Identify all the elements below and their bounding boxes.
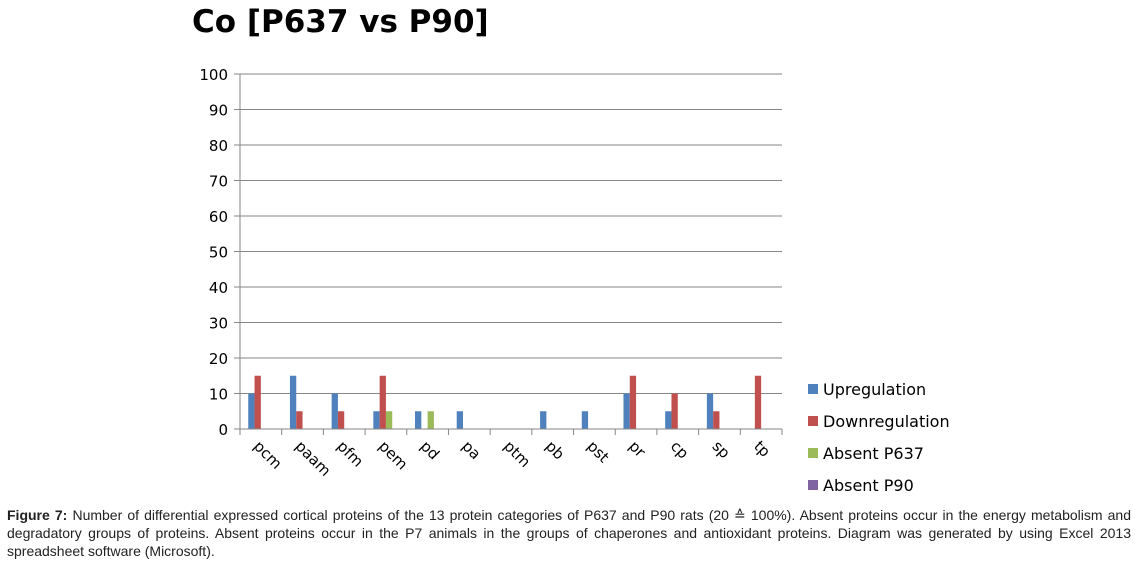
legend-swatch	[808, 384, 818, 394]
legend-label: Upregulation	[823, 380, 926, 399]
caption-text: Number of differential expressed cortica…	[7, 507, 1132, 559]
gridlines	[240, 73, 782, 394]
y-axis-ticks: 0 10 20 30 40 50 60 70 80 90 100	[199, 66, 228, 439]
y-tick-label: 20	[209, 350, 228, 368]
chart-title: Co [P637 vs P90]	[192, 4, 489, 40]
y-tick-label: 0	[218, 421, 228, 439]
x-tick-label: pem	[375, 437, 411, 473]
x-tick-label: pd	[417, 437, 443, 463]
legend-swatch	[808, 416, 818, 426]
y-tick-label: 60	[209, 208, 228, 226]
y-tick-label: 70	[209, 173, 228, 191]
y-tick-label: 90	[209, 102, 228, 120]
y-tick-label: 10	[209, 386, 228, 404]
bar	[581, 411, 589, 429]
bar	[254, 375, 261, 429]
x-tick-label: tp	[750, 437, 774, 461]
bar	[415, 411, 422, 429]
y-tick-label: 100	[199, 66, 228, 84]
axes	[234, 73, 783, 435]
x-tick-label: sp	[709, 437, 734, 462]
bar	[540, 411, 547, 429]
bar	[713, 411, 720, 429]
x-tick-label: ptm	[500, 437, 534, 471]
legend: Upregulation Downregulation Absent P637 Abs…	[808, 380, 950, 495]
bar	[379, 375, 386, 429]
bar	[665, 411, 672, 429]
y-tick-label: 40	[209, 279, 228, 297]
bar	[671, 393, 678, 429]
x-tick-label: pfm	[333, 437, 367, 471]
x-tick-label: paam	[292, 437, 335, 480]
bar	[754, 375, 762, 429]
bar	[296, 411, 303, 429]
bar	[456, 411, 464, 429]
legend-swatch	[808, 480, 818, 490]
bar	[623, 393, 630, 429]
bar	[331, 393, 338, 429]
legend-label: Absent P637	[823, 444, 924, 463]
x-tick-label: cp	[667, 437, 692, 462]
x-tick-label: pr	[625, 437, 649, 461]
bar	[373, 411, 380, 429]
x-tick-label: pcm	[250, 437, 286, 473]
bar	[385, 411, 393, 429]
y-tick-label: 50	[209, 244, 228, 262]
bar	[706, 393, 714, 429]
y-tick-label: 30	[209, 315, 228, 333]
bar	[427, 411, 434, 429]
figure-caption: Figure 7: Number of differential express…	[7, 506, 1131, 560]
legend-label: Downregulation	[823, 412, 950, 431]
bar	[248, 393, 255, 429]
bars	[248, 375, 762, 429]
y-tick-label: 80	[209, 137, 228, 155]
legend-label: Absent P90	[823, 476, 914, 495]
bar	[629, 375, 637, 429]
bar	[289, 375, 297, 429]
x-tick-label: pb	[542, 437, 568, 463]
x-tick-label: pa	[458, 437, 484, 463]
bar	[337, 411, 345, 429]
legend-swatch	[808, 448, 818, 458]
caption-label: Figure 7:	[7, 507, 68, 523]
x-tick-label: pst	[584, 437, 613, 466]
